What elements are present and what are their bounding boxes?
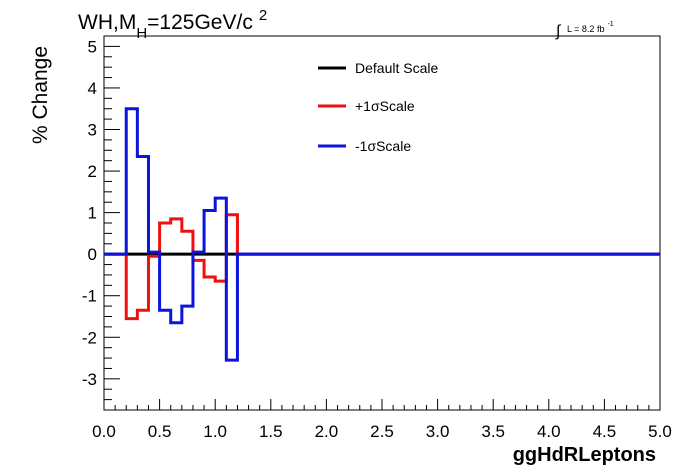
y-tick-label: 5 [88,37,97,56]
x-tick-label: 5.0 [648,422,672,441]
x-tick-label: 1.5 [259,422,283,441]
x-tick-label: 2.5 [370,422,394,441]
x-tick-label: 4.5 [593,422,617,441]
x-tick-label: 3.0 [426,422,450,441]
y-tick-label: -3 [82,370,97,389]
series-line-2 [104,107,660,362]
x-axis-label: ggHdRLeptons [513,444,656,466]
legend-label: +1σScale [355,98,415,114]
legend-label: -1σScale [355,138,411,154]
luminosity-text: L = 8.2 fb -1 [567,21,614,34]
title-main: WH,M [78,11,136,34]
x-tick-label: 0.5 [148,422,172,441]
luminosity-value: L = 8.2 fb [567,24,604,34]
y-tick-label: 0 [88,245,97,264]
x-axis-ticks [103,399,661,410]
y-axis-tick-labels: -3 -2 -1 0 1 2 3 4 5 [82,37,97,388]
series-lines [104,107,660,362]
y-axis-label: % Change [29,46,52,144]
x-tick-label: 0.0 [92,422,116,441]
x-tick-label: 1.0 [203,422,227,441]
y-tick-label: 4 [88,79,97,98]
y-tick-label: 2 [88,162,97,181]
title-rest: =125GeV/c [147,11,253,34]
chart-title: WH,MH=125GeV/c 2 [78,7,267,42]
title-superscript: 2 [259,7,267,24]
title-subscript: H [136,25,147,42]
luminosity-superscript: -1 [607,21,613,28]
legend: Default Scale +1σScale -1σScale [318,60,438,154]
x-tick-label: 4.0 [537,422,561,441]
x-tick-label: 2.0 [315,422,339,441]
x-axis-tick-labels: 0.0 0.5 1.0 1.5 2.0 2.5 3.0 3.5 4.0 4.5 5.0 [92,422,672,441]
y-tick-label: -1 [82,287,97,306]
y-tick-label: 3 [88,121,97,140]
y-axis-ticks [104,35,120,411]
y-tick-label: 1 [88,204,97,223]
x-tick-label: 3.5 [481,422,505,441]
y-tick-label: -2 [82,328,97,347]
legend-label: Default Scale [355,60,438,76]
luminosity-label: ∫ L = 8.2 fb -1 [555,21,614,40]
integral-sign: ∫ [555,23,562,40]
